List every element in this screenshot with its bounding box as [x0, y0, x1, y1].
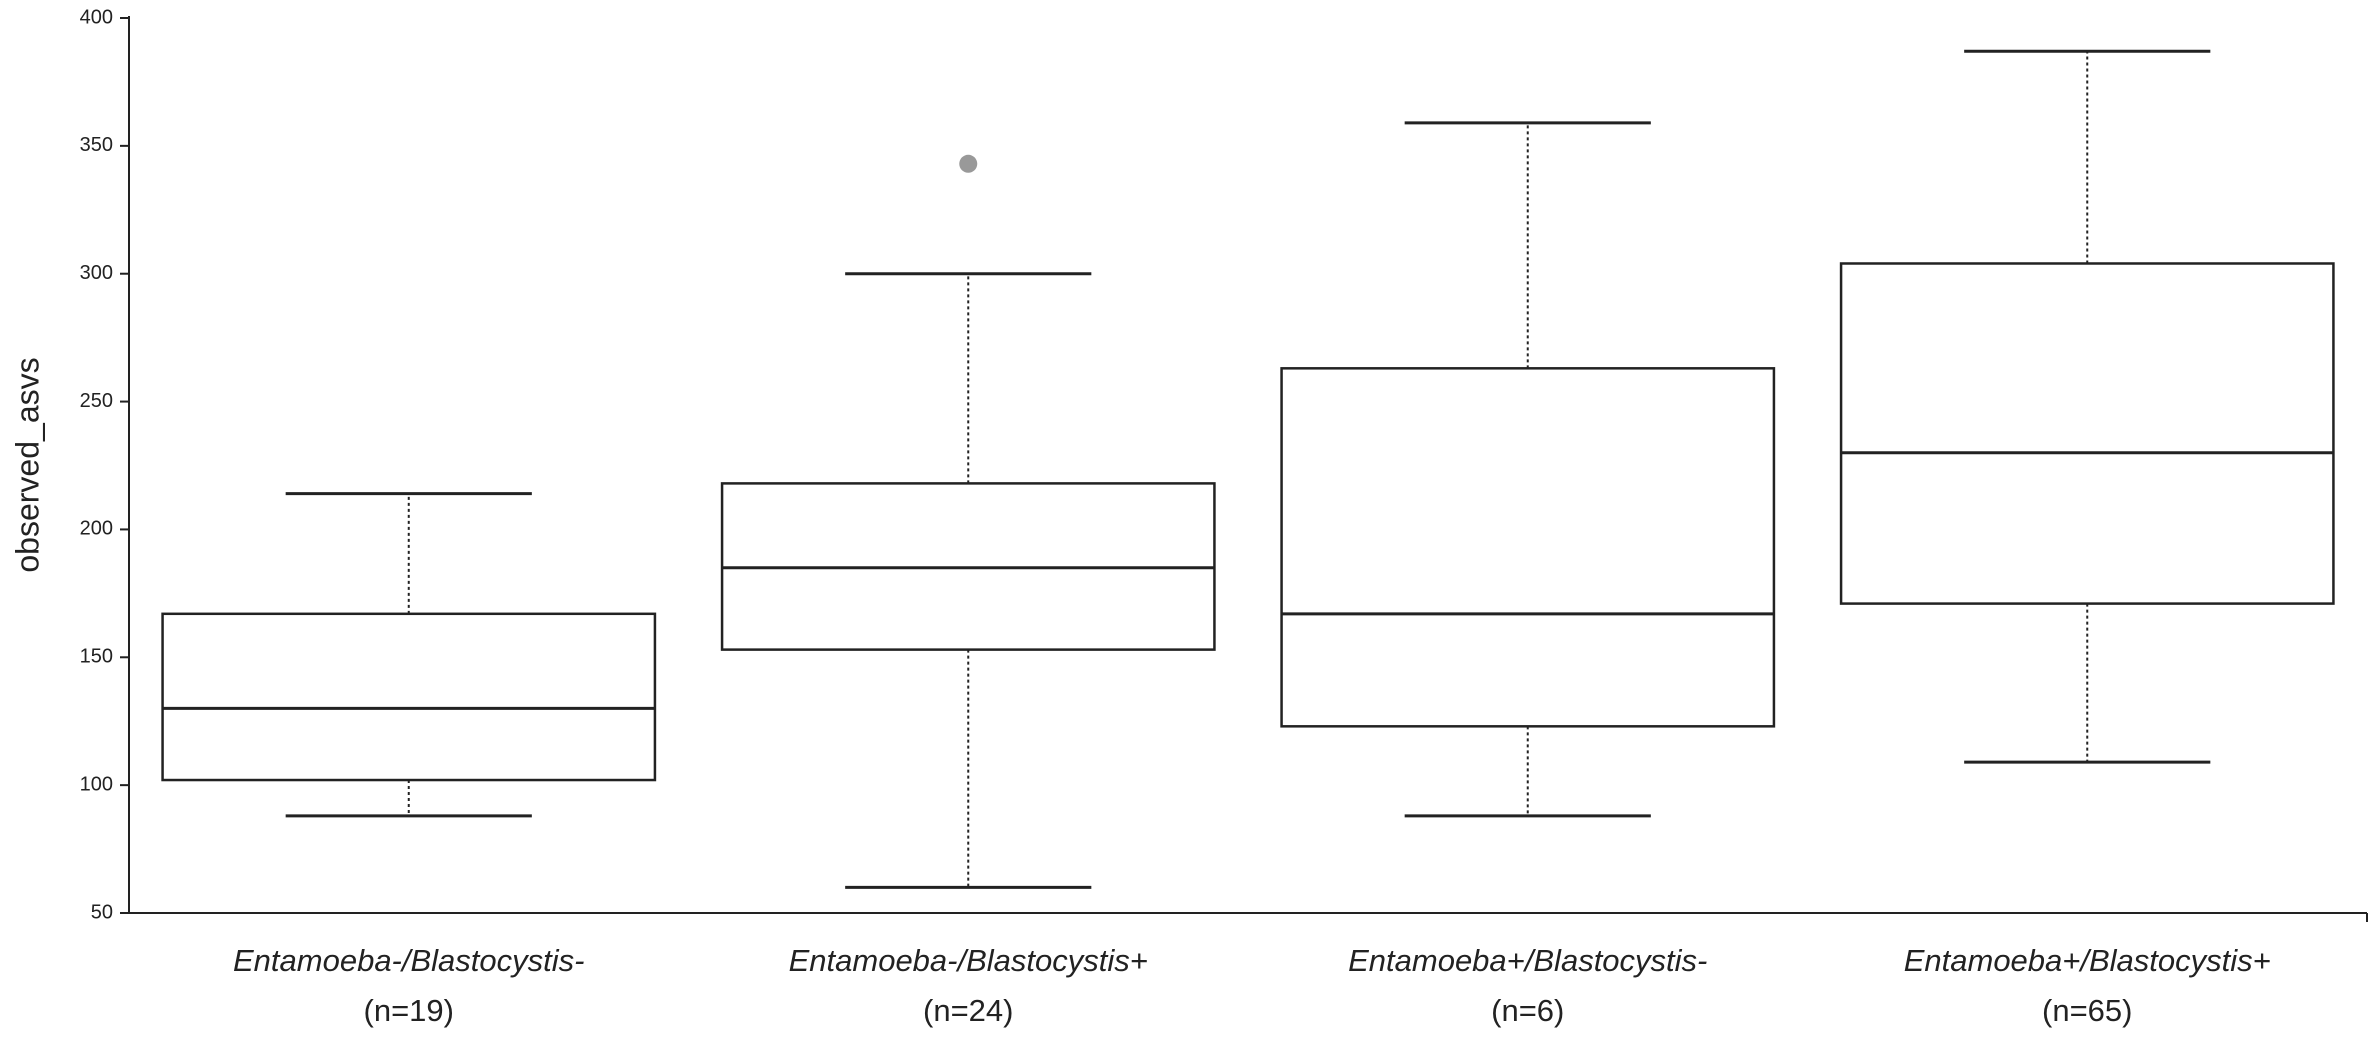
x-tick-note: (n=6)	[1491, 993, 1564, 1028]
y-tick-label: 100	[80, 773, 113, 795]
y-tick-label: 250	[80, 390, 113, 412]
y-tick-label: 350	[80, 134, 113, 156]
y-tick-label: 150	[80, 646, 113, 668]
y-tick-label: 50	[91, 901, 113, 923]
y-tick-label: 400	[80, 6, 113, 28]
x-tick-label: Entamoeba+/Blastocystis+	[1904, 943, 2271, 978]
x-tick-note: (n=19)	[364, 993, 454, 1028]
y-axis-title: observed_asvs	[9, 357, 45, 572]
x-tick-note: (n=65)	[2042, 993, 2132, 1028]
x-tick-label: Entamoeba-/Blastocystis+	[789, 943, 1148, 978]
x-tick-label: Entamoeba-/Blastocystis-	[233, 943, 584, 978]
box	[1839, 262, 2335, 605]
x-tick-note: (n=24)	[923, 993, 1013, 1028]
x-tick-label: Entamoeba+/Blastocystis-	[1348, 943, 1707, 978]
box	[161, 612, 657, 782]
box	[1280, 367, 1776, 728]
outlier	[959, 154, 978, 173]
y-tick-label: 200	[80, 518, 113, 540]
y-tick-label: 300	[80, 262, 113, 284]
